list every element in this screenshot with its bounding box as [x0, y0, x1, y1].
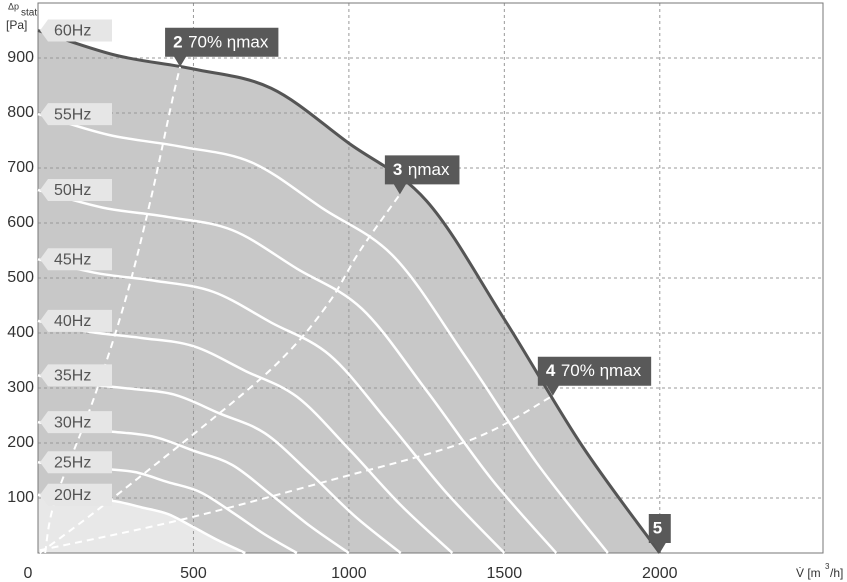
frequency-curve	[37, 29, 661, 554]
y-tick-label: 700	[7, 159, 34, 176]
y-tick-label: 500	[7, 269, 34, 286]
y-tick-label: 100	[7, 489, 34, 506]
marker-label: 70% ηmax	[561, 361, 642, 380]
frequency-tag	[40, 103, 112, 126]
frequency-label: 55Hz	[54, 106, 91, 123]
x-tick-label: 500	[180, 565, 207, 582]
marker-number: 4	[546, 361, 556, 380]
marker: 3 ηmax	[384, 155, 460, 195]
plot-border	[37, 2, 824, 554]
frequency-curve	[37, 258, 506, 554]
y-axis-label: Δp	[8, 1, 19, 11]
frequency-curve	[37, 112, 609, 554]
x-axis-label-end: /h]	[830, 566, 843, 580]
x-tick-label: 0	[24, 565, 33, 582]
marker-number: 5	[653, 518, 662, 537]
frequency-tag	[40, 179, 112, 201]
frequency-tag	[40, 483, 112, 506]
x-tick-label: 1000	[331, 565, 367, 582]
y-tick-label: 400	[7, 324, 34, 341]
marker-tag	[384, 155, 460, 195]
y-tick-label: 300	[7, 379, 34, 396]
frequency-tag	[40, 411, 112, 434]
frequency-tag	[40, 309, 112, 332]
x-tick-label: 2000	[642, 565, 678, 582]
frequency-label: 35Hz	[54, 368, 91, 385]
x-axis-label: V̇ [m	[796, 566, 821, 580]
marker-tag	[648, 514, 671, 553]
marker: 2 70% ηmax	[165, 27, 279, 67]
marker-label: ηmax	[408, 160, 450, 179]
frequency-tag	[40, 364, 112, 387]
frequency-curve	[37, 188, 558, 554]
marker-number: 3	[393, 160, 402, 179]
marker-label: 70% ηmax	[188, 32, 269, 51]
marker-number: 2	[173, 32, 182, 51]
marker-tag	[165, 27, 279, 67]
y-tick-label: 200	[7, 434, 34, 451]
frequency-tag	[40, 19, 112, 42]
y-tick-label: 800	[7, 104, 34, 121]
frequency-curve	[37, 319, 454, 554]
y-tick-label: 600	[7, 214, 34, 231]
y-axis-label-sub: stat	[21, 8, 37, 19]
x-axis-label-sup: 3	[825, 562, 830, 571]
frequency-tag	[40, 248, 112, 271]
marker: 5	[648, 514, 671, 553]
frequency-label: 40Hz	[54, 313, 91, 330]
frequency-label: 20Hz	[54, 487, 91, 504]
frequency-label: 50Hz	[54, 182, 91, 199]
y-axis-unit: [Pa]	[6, 18, 27, 32]
frequency-label: 60Hz	[54, 23, 91, 40]
frequency-label: 45Hz	[54, 252, 91, 269]
marker-tag	[537, 356, 652, 396]
frequency-label: 30Hz	[54, 414, 91, 431]
frequency-tag	[40, 451, 112, 474]
y-tick-label: 900	[7, 49, 34, 66]
marker: 4 70% ηmax	[537, 356, 652, 396]
x-tick-label: 1500	[487, 565, 523, 582]
frequency-label: 25Hz	[54, 454, 91, 471]
